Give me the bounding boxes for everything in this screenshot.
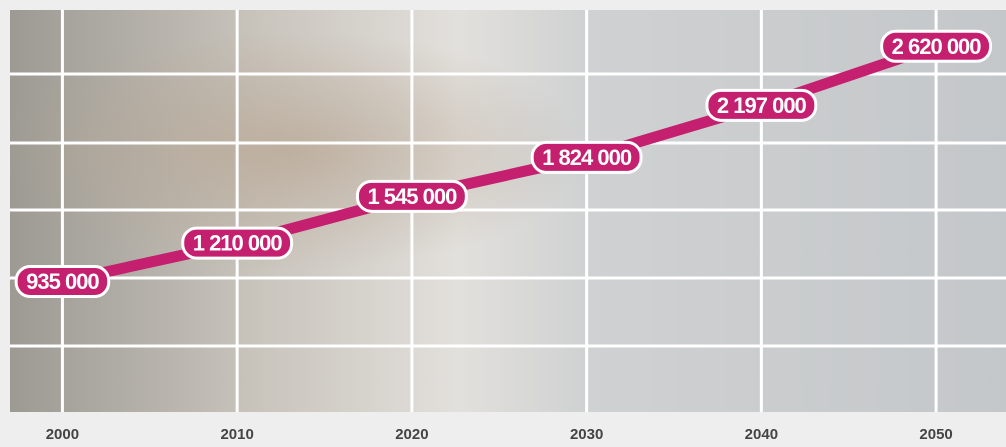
value-label-pill <box>355 179 468 213</box>
value-label-pill <box>880 29 993 63</box>
value-label-text: 1 545 000 <box>367 184 457 209</box>
x-tick-label: 2040 <box>745 426 778 443</box>
value-label-text: 935 000 <box>26 269 99 294</box>
value-label-text: 1 824 000 <box>542 145 632 170</box>
x-tick-label: 2020 <box>395 426 428 443</box>
value-label-text: 2 620 000 <box>892 34 982 59</box>
value-label-pill <box>705 88 818 122</box>
value-label: 1 210 000 <box>181 226 294 260</box>
x-tick-label: 2010 <box>220 426 253 443</box>
value-label: 2 620 000 <box>880 29 993 63</box>
value-label-text: 1 210 000 <box>193 231 283 256</box>
value-label: 2 197 000 <box>705 88 818 122</box>
value-label: 1 545 000 <box>355 179 468 213</box>
x-tick-label: 2000 <box>46 426 79 443</box>
value-label-pill <box>530 140 643 174</box>
x-tick-label: 2030 <box>570 426 603 443</box>
value-label-text: 2 197 000 <box>717 93 807 118</box>
value-label: 1 824 000 <box>530 140 643 174</box>
value-label: 935 000 <box>14 264 111 298</box>
value-label-pill <box>14 264 111 298</box>
horizontal-grid <box>10 72 1006 348</box>
x-tick-label: 2050 <box>919 426 952 443</box>
value-label-pill <box>181 226 294 260</box>
